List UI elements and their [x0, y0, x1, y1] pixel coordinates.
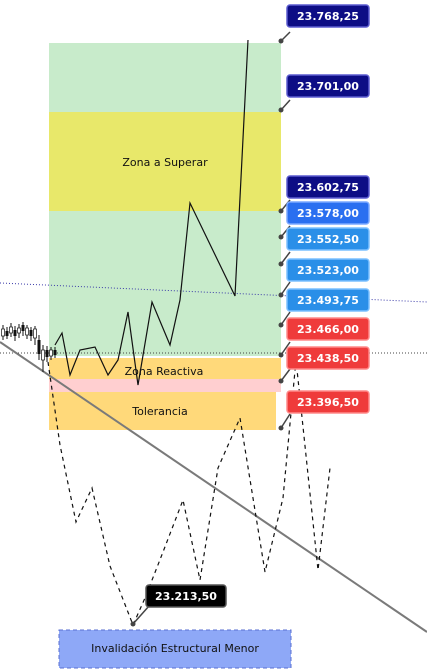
level-label-text: 23.578,00 [297, 207, 359, 220]
candle-body [41, 349, 45, 361]
level-label-23396: 23.396,50 [278, 390, 370, 431]
label-pointer [280, 311, 291, 326]
candle-body [17, 327, 21, 334]
level-label-text: 23.768,25 [297, 10, 359, 23]
level-label-text: 23.438,50 [297, 352, 359, 365]
level-label-23213: 23.213,50 [130, 584, 227, 627]
tolerancia-label: Tolerancia [131, 405, 187, 418]
level-label-23523: 23.523,00 [278, 258, 370, 298]
level-label-23578: 23.578,00 [278, 201, 370, 240]
label-anchor-dot [278, 292, 284, 298]
label-anchor-dot [278, 322, 284, 328]
guide-lines [0, 282, 427, 633]
label-anchor-dot [278, 234, 284, 240]
label-anchor-dot [278, 352, 284, 358]
projected-path-dashed [47, 359, 331, 627]
tolerancia-box [49, 392, 276, 430]
level-label-text: 23.701,00 [297, 80, 359, 93]
level-label-text: 23.493,75 [297, 294, 359, 307]
label-box [286, 288, 370, 312]
price-labels: 23.768,25 23.701,00 23.602,75 23.578,00 … [130, 4, 370, 627]
level-label-text: 23.213,50 [155, 590, 217, 603]
label-box [286, 175, 370, 199]
grey-trendline [0, 341, 427, 633]
label-box [286, 227, 370, 251]
level-label-23768: 23.768,25 [278, 4, 370, 44]
label-anchor-dot [278, 208, 284, 214]
candle-body [25, 327, 29, 336]
candle-body [1, 328, 5, 337]
green-zone-upper [49, 43, 281, 112]
candle-body [45, 350, 49, 357]
label-anchor-dot [278, 378, 284, 384]
label-pointer [280, 281, 291, 296]
level-label-23438: 23.438,50 [278, 346, 370, 384]
level-label-23493: 23.493,75 [278, 288, 370, 328]
candle-body [33, 328, 37, 339]
candle-body [53, 350, 57, 355]
label-box [145, 584, 227, 608]
label-anchor-dot [278, 261, 284, 267]
candle-body [49, 349, 53, 357]
level-label-text: 23.396,50 [297, 396, 359, 409]
invalidacion-label: Invalidación Estructural Menor [91, 642, 259, 655]
dotted-trendline-blue [0, 282, 427, 303]
label-anchor-dot [278, 425, 284, 431]
invalidacion-box [58, 629, 292, 669]
level-label-text: 23.466,00 [297, 323, 359, 336]
paths-layer [47, 39, 331, 627]
label-box [286, 201, 370, 225]
candle-body [5, 331, 9, 336]
level-label-23602: 23.602,75 [278, 175, 370, 214]
candle-body [21, 325, 25, 331]
label-box [286, 4, 370, 28]
level-label-text: 23.552,50 [297, 233, 359, 246]
candle-body [9, 326, 13, 334]
level-label-23466: 23.466,00 [278, 317, 370, 358]
label-pointer [280, 341, 291, 356]
candle-body [13, 330, 17, 336]
zona-a-superar-label: Zona a Superar [122, 156, 208, 169]
level-label-23552: 23.552,50 [278, 227, 370, 267]
label-box [286, 346, 370, 370]
projected-path-solid [54, 39, 249, 386]
label-box [286, 390, 370, 414]
label-pointer [280, 413, 291, 429]
candles-layer [1, 322, 57, 372]
tolerance-band [49, 379, 281, 392]
zones-layer: Zona a Superar Zona Reactiva Tolerancia … [49, 43, 292, 669]
label-anchor-dot [278, 107, 284, 113]
candle-body [37, 340, 41, 354]
label-box [286, 74, 370, 98]
level-label-text: 23.523,00 [297, 264, 359, 277]
level-label-text: 23.602,75 [297, 181, 359, 194]
label-pointer [132, 605, 150, 625]
label-box [286, 258, 370, 282]
candle-body [29, 330, 33, 336]
level-label-23701: 23.701,00 [278, 74, 370, 113]
label-anchor-dot [130, 621, 136, 627]
zona-reactiva-label: Zona Reactiva [125, 365, 204, 378]
label-anchor-dot [278, 38, 284, 44]
label-box [286, 317, 370, 341]
